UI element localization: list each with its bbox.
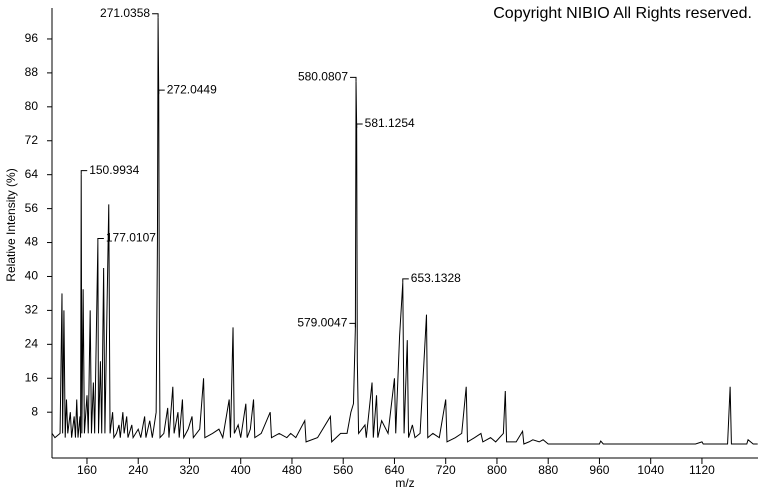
y-tick-label: 40 (25, 269, 39, 283)
x-tick-label: 640 (384, 463, 404, 477)
y-axis-title: Relative Intensity (%) (4, 168, 18, 281)
y-tick-label: 32 (25, 303, 39, 317)
y-tick-label: 48 (25, 235, 39, 249)
annotation-bracket (97, 238, 104, 243)
y-tick-label: 16 (25, 370, 39, 384)
x-tick-label: 960 (589, 463, 609, 477)
x-tick-label: 560 (333, 463, 353, 477)
annotation-bracket (80, 170, 88, 175)
x-tick-label: 480 (282, 463, 302, 477)
annotation: 580.0807 (298, 70, 348, 84)
y-tick-label: 8 (31, 404, 38, 418)
y-tick-label: 72 (25, 133, 39, 147)
y-tick-label: 96 (25, 31, 39, 45)
annotation: 653.1328 (411, 271, 461, 285)
annotation: 581.1254 (365, 116, 415, 130)
x-axis-title: m/z (395, 476, 414, 490)
spectrum-line (51, 17, 758, 445)
annotation-bracket (158, 89, 165, 95)
x-tick-label: 880 (538, 463, 558, 477)
x-tick-label: 240 (128, 463, 148, 477)
annotation-bracket (349, 322, 356, 328)
x-tick-label: 400 (231, 463, 251, 477)
x-tick-label: 800 (487, 463, 507, 477)
annotation-bracket (152, 13, 159, 18)
annotation-bracket (356, 123, 363, 129)
y-tick-label: 80 (25, 99, 39, 113)
annotation: 579.0047 (297, 316, 347, 330)
x-tick-label: 1120 (689, 463, 715, 477)
x-tick-label: 320 (179, 463, 199, 477)
y-tick-label: 88 (25, 65, 39, 79)
annotation-bracket (402, 278, 409, 283)
x-tick-label: 1040 (637, 463, 664, 477)
annotation: 271.0358 (100, 6, 150, 20)
annotation-bracket (350, 76, 357, 82)
copyright: Copyright NIBIO All Rights reserved. (493, 5, 752, 22)
y-tick-label: 24 (25, 337, 39, 351)
y-tick-label: 64 (25, 167, 39, 181)
x-tick-label: 720 (436, 463, 456, 477)
annotation: 177.0107 (106, 231, 156, 245)
x-tick-label: 160 (77, 463, 97, 477)
annotation: 150.9934 (89, 163, 139, 177)
y-tick-label: 56 (25, 201, 39, 215)
annotation: 272.0449 (167, 82, 217, 96)
